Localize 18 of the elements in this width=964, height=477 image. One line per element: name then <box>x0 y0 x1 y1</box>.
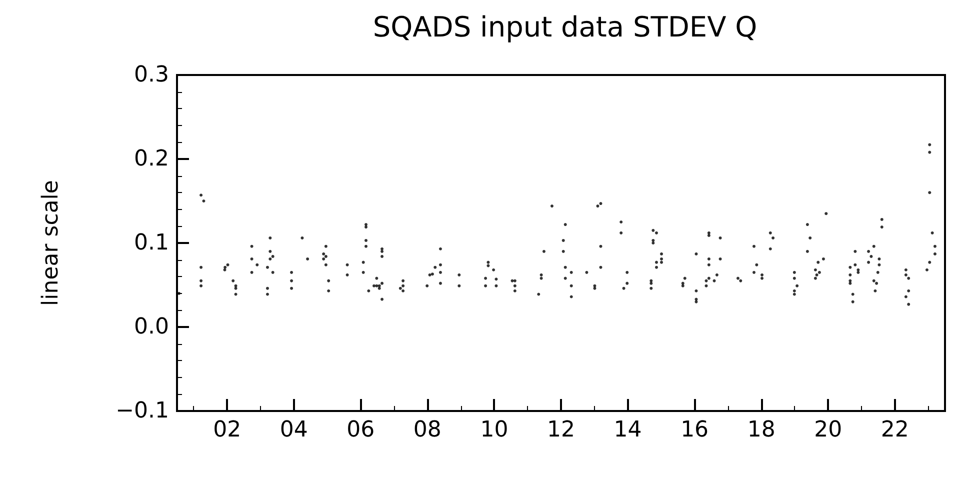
y-tick-label: 0.3 <box>134 62 169 88</box>
x-tick-label: 02 <box>213 418 242 442</box>
chart-title: SQADS input data STDEV Q <box>372 10 758 44</box>
x-tick-label: 08 <box>413 418 442 442</box>
x-tick-label: 04 <box>280 418 308 442</box>
y-tick-label: −0.1 <box>116 398 169 424</box>
y-axis-title: linear scale <box>38 180 64 306</box>
x-tick-label: 18 <box>747 418 776 442</box>
x-tick-label: 16 <box>680 418 709 442</box>
y-tick-label: 0.1 <box>134 230 169 256</box>
y-tick-label: 0.0 <box>134 314 169 340</box>
x-tick-label: 22 <box>880 418 909 442</box>
y-tick-label: 0.2 <box>134 146 169 172</box>
x-tick-label: 06 <box>346 418 375 442</box>
x-tick-label: 12 <box>547 418 575 442</box>
x-tick-label: 14 <box>614 418 642 442</box>
x-tick-label: 20 <box>814 418 842 442</box>
x-tick-label: 10 <box>480 418 508 442</box>
